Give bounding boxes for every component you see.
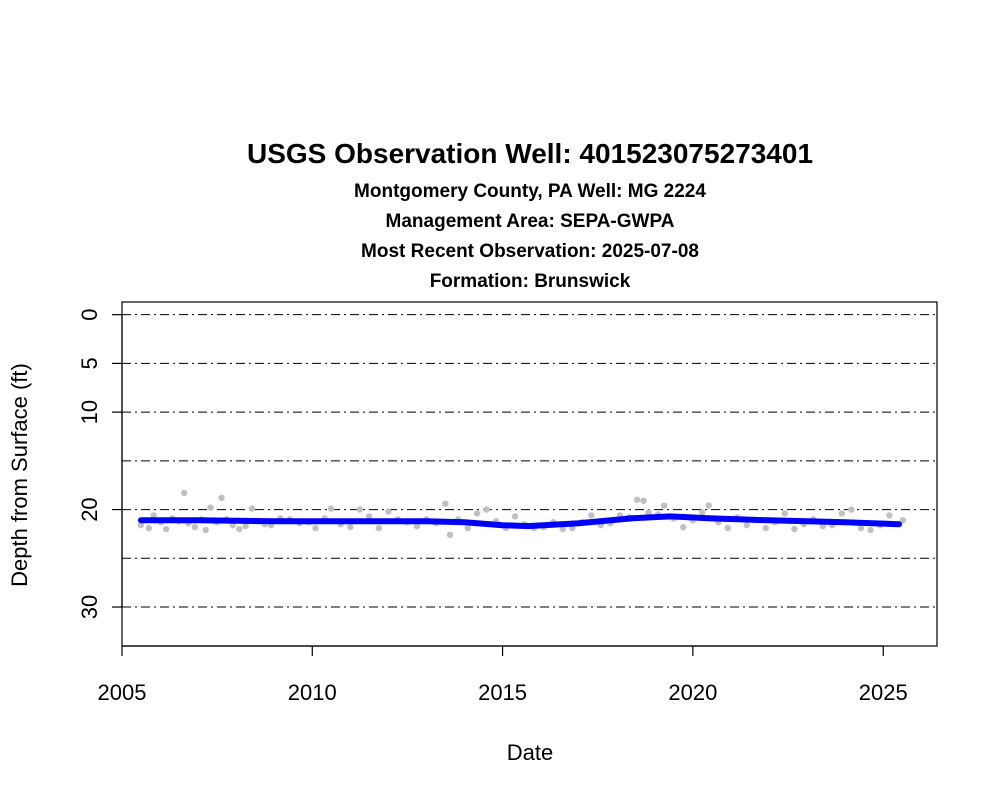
trend-line <box>137 513 902 530</box>
observation-point-38 <box>413 522 421 530</box>
observation-point-12 <box>207 504 214 511</box>
observation-point-54 <box>559 525 566 533</box>
observation-point-31 <box>347 523 354 531</box>
observation-point-18 <box>242 522 249 530</box>
observation-point-66 <box>660 502 668 509</box>
y-tick-label-30: 30 <box>77 595 102 619</box>
observation-point-87 <box>857 524 865 532</box>
observation-point-80 <box>791 525 798 533</box>
observation-point-34 <box>375 524 382 532</box>
observation-point-49 <box>511 513 519 520</box>
observation-point-33 <box>365 513 373 520</box>
x-axis-label: Date <box>507 740 553 765</box>
observation-point-32 <box>356 506 363 513</box>
y-tick-label-5: 5 <box>77 357 102 369</box>
observation-point-79 <box>781 510 788 517</box>
gridlines <box>122 314 937 608</box>
observation-point-88 <box>867 526 874 534</box>
observation-point-91 <box>899 517 907 524</box>
observation-point-41 <box>442 500 449 507</box>
observation-point-29 <box>327 505 335 512</box>
x-tick-label-2020: 2020 <box>668 680 717 705</box>
observation-point-64 <box>645 509 652 516</box>
observation-point-11 <box>202 526 209 534</box>
observation-point-7 <box>180 489 188 497</box>
observation-points <box>137 489 907 539</box>
y-tick-label-10: 10 <box>77 400 102 424</box>
observation-point-42 <box>446 531 454 539</box>
x-tick-label-2015: 2015 <box>478 680 527 705</box>
observation-point-85 <box>838 510 846 517</box>
observation-point-90 <box>886 512 893 519</box>
y-tick-label-0: 0 <box>77 309 102 321</box>
plot-frame <box>121 301 938 647</box>
observation-point-35 <box>385 508 392 515</box>
x-axis: 2005 2010 2015 2020 2025 <box>98 645 908 705</box>
y-tick-label-20: 20 <box>77 497 102 521</box>
observation-point-44 <box>464 524 471 532</box>
observation-point-45 <box>473 510 481 517</box>
observation-point-63 <box>640 497 647 504</box>
x-tick-label-2005: 2005 <box>98 680 147 705</box>
y-axis-label: Depth from Surface (ft) <box>7 363 32 587</box>
observation-point-4 <box>162 525 170 533</box>
observation-point-68 <box>680 523 687 531</box>
chart-subtitle-recent-observation: Most Recent Observation: 2025-07-08 <box>361 241 699 262</box>
observation-point-57 <box>588 512 595 519</box>
chart-title: USGS Observation Well: 401523075273401 <box>247 138 813 169</box>
observation-point-27 <box>312 524 319 532</box>
observation-point-17 <box>236 525 243 533</box>
y-axis: 0 5 10 20 30 <box>77 309 123 619</box>
observation-point-19 <box>248 505 256 512</box>
chart-subtitle-location: Montgomery County, PA Well: MG 2224 <box>354 181 706 202</box>
chart-subtitle-management-area: Management Area: SEPA-GWPA <box>386 211 675 232</box>
observation-point-73 <box>724 524 731 532</box>
x-tick-label-2025: 2025 <box>859 680 908 705</box>
observation-point-2 <box>150 512 157 519</box>
observation-point-9 <box>191 523 199 531</box>
chart-subtitle-formation: Formation: Brunswick <box>430 271 631 292</box>
observation-point-14 <box>218 494 225 502</box>
observation-point-0 <box>137 521 145 529</box>
observation-point-75 <box>743 521 750 529</box>
trend-line-layer <box>137 513 902 530</box>
observation-point-71 <box>705 502 712 509</box>
observation-point-77 <box>762 524 769 532</box>
observation-point-86 <box>848 506 855 513</box>
x-tick-label-2010: 2010 <box>288 680 337 705</box>
observation-point-62 <box>633 496 641 504</box>
observation-point-70 <box>699 509 706 516</box>
observation-point-46 <box>483 506 490 513</box>
observation-point-1 <box>145 524 152 532</box>
